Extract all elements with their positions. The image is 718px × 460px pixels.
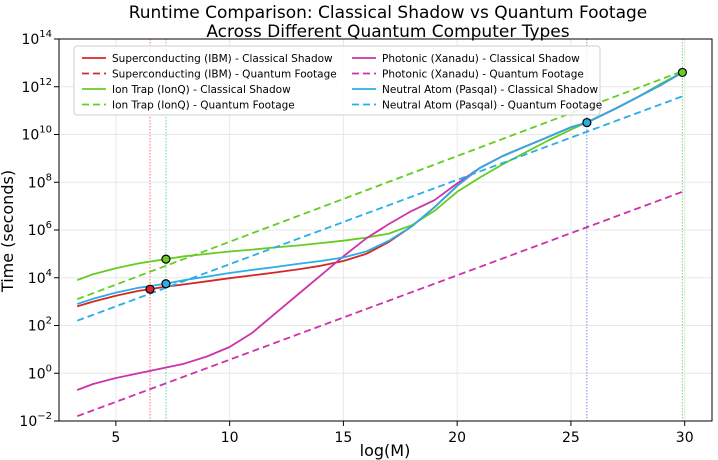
y-axis-label: Time (seconds) [0, 170, 17, 293]
series-line-5 [76, 190, 683, 418]
legend-entry-label: Ion Trap (IonQ) - Quantum Footage [112, 100, 295, 112]
x-tick-label: 15 [334, 430, 352, 446]
crossing-point [161, 254, 171, 264]
y-tick-label: 100 [28, 363, 52, 382]
y-tick-label: 1010 [21, 125, 52, 144]
legend-entry-label: Superconducting (IBM) - Classical Shadow [112, 53, 333, 65]
y-tick-label: 104 [28, 268, 52, 287]
legend-entry-label: Photonic (Xanadu) - Classical Shadow [382, 53, 580, 65]
legend-entry-label: Neutral Atom (Pasqal) - Classical Shadow [382, 84, 598, 96]
x-tick-label: 25 [562, 430, 580, 446]
x-tick-label: 10 [221, 430, 239, 446]
y-tick-label: 102 [28, 316, 52, 335]
chart-title-line-1: Runtime Comparison: Classical Shadow vs … [129, 3, 648, 23]
crossing-point [145, 284, 155, 294]
x-axis-label: log(M) [360, 441, 411, 460]
series-layer [76, 70, 683, 418]
crossing-point [582, 117, 592, 128]
y-tick-label: 1014 [21, 29, 52, 48]
crossing-points [145, 67, 688, 294]
y-tick-label: 106 [28, 220, 52, 239]
legend: Superconducting (IBM) - Classical Shadow… [73, 45, 602, 116]
series-line-3 [76, 70, 683, 301]
legend-box [73, 45, 601, 116]
crossing-point [677, 67, 688, 78]
y-tick-label: 108 [28, 172, 52, 191]
legend-entry-label: Superconducting (IBM) - Quantum Footage [112, 69, 337, 81]
crossing-point [161, 279, 171, 289]
x-tick-label: 30 [676, 430, 694, 446]
chart-title-line-2: Across Different Quantum Computer Types [206, 22, 569, 42]
y-tick-label: 10−2 [19, 411, 52, 430]
legend-entry-label: Photonic (Xanadu) - Quantum Footage [382, 69, 584, 81]
legend-entry-label: Ion Trap (IonQ) - Classical Shadow [112, 84, 291, 96]
x-tick-label: 5 [111, 430, 120, 446]
legend-entry-label: Neutral Atom (Pasqal) - Quantum Footage [382, 100, 602, 112]
x-tick-label: 20 [448, 430, 466, 446]
y-tick-label: 1012 [21, 77, 52, 96]
series-line-7 [76, 95, 683, 322]
